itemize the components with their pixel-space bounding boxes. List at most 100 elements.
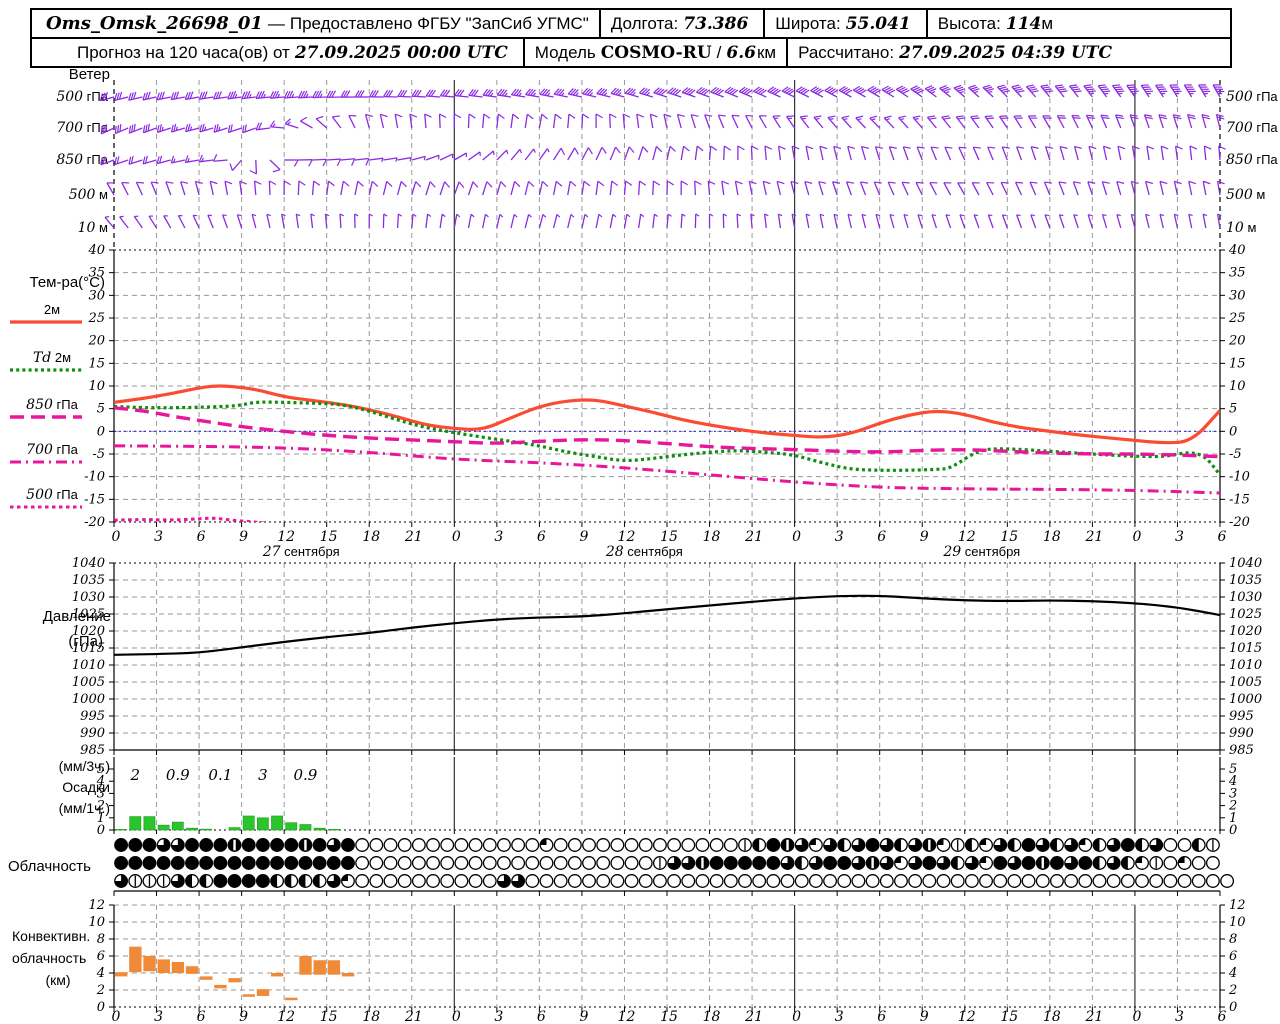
model-name: COSMO-RU: [600, 42, 712, 63]
svg-text:3: 3: [494, 529, 503, 545]
svg-text:-10: -10: [1229, 470, 1250, 485]
svg-text:18: 18: [703, 529, 721, 545]
svg-text:21: 21: [744, 529, 763, 545]
svg-text:9: 9: [920, 529, 929, 545]
svg-text:21: 21: [1084, 1009, 1103, 1024]
altitude-value: 114: [1005, 13, 1042, 34]
temperature-panel: [114, 384, 1220, 522]
svg-text:3: 3: [1175, 529, 1184, 545]
svg-text:12: 12: [958, 1009, 976, 1024]
svg-text:2: 2: [129, 766, 140, 784]
svg-text:700 гПа: 700 гПа: [1226, 120, 1278, 136]
svg-text:2м: 2м: [44, 302, 60, 317]
svg-text:35: 35: [1229, 266, 1246, 281]
svg-text:3: 3: [494, 1009, 503, 1024]
temperature-legend: 2м Td 2м 850 гПа 700 гПа 500 гПа: [10, 302, 82, 509]
model-resolution-unit: км: [756, 42, 777, 62]
svg-text:1: 1: [97, 811, 105, 826]
svg-text:5: 5: [1229, 762, 1237, 777]
svg-text:40: 40: [87, 243, 105, 258]
svg-text:15: 15: [660, 1009, 678, 1024]
svg-text:985: 985: [1229, 743, 1254, 758]
svg-text:6: 6: [877, 529, 886, 545]
svg-text:4: 4: [96, 774, 105, 789]
svg-text:1030: 1030: [72, 590, 105, 605]
svg-text:1035: 1035: [1229, 573, 1262, 588]
svg-text:6: 6: [1218, 529, 1227, 545]
header-box: Oms_Omsk_26698_01 — Предоставлено ФГБУ "…: [30, 8, 1232, 68]
svg-text:6: 6: [197, 1009, 206, 1024]
svg-text:1020: 1020: [72, 624, 105, 639]
svg-text:21: 21: [404, 1009, 423, 1024]
run-time: 27.09.2025 00:00 UTC: [294, 42, 508, 63]
svg-text:-15: -15: [84, 492, 105, 507]
precip-title: Осадки: [62, 779, 110, 795]
svg-text:-15: -15: [1229, 492, 1250, 507]
svg-text:0: 0: [452, 1009, 461, 1024]
svg-text:20: 20: [1228, 334, 1246, 349]
svg-text:25: 25: [1228, 311, 1246, 326]
svg-text:1010: 1010: [1229, 658, 1262, 673]
svg-text:18: 18: [362, 529, 380, 545]
svg-text:18: 18: [1043, 529, 1061, 545]
svg-text:1025: 1025: [72, 607, 105, 622]
svg-text:25: 25: [87, 311, 105, 326]
svg-text:0: 0: [1229, 823, 1237, 838]
convective-title-3: (км): [45, 972, 71, 988]
svg-text:40: 40: [1228, 243, 1246, 258]
svg-text:15: 15: [88, 356, 105, 371]
svg-text:28 сентября: 28 сентября: [605, 544, 683, 560]
svg-text:5: 5: [1229, 402, 1237, 417]
svg-text:12: 12: [88, 898, 105, 913]
convective-title-2: облачность: [12, 950, 87, 966]
svg-text:0: 0: [97, 823, 105, 838]
svg-text:0: 0: [112, 529, 121, 545]
svg-text:21: 21: [744, 1009, 763, 1024]
svg-text:500 гПа: 500 гПа: [26, 487, 78, 503]
latitude-value: 55.041: [845, 13, 911, 34]
svg-text:1030: 1030: [1229, 590, 1262, 605]
svg-text:850 гПа: 850 гПа: [1226, 152, 1278, 168]
svg-text:0: 0: [1229, 1000, 1237, 1015]
forecast-prefix: Прогноз на 120 часа(ов) от: [77, 42, 290, 62]
svg-text:850 гПа: 850 гПа: [26, 397, 78, 413]
temperature-panel-title: Тем-ра(°C): [29, 274, 105, 291]
convective-cloud-panel: [115, 946, 355, 1001]
convective-title-1: Конвективн.: [12, 928, 91, 944]
svg-text:700 гПа: 700 гПа: [26, 442, 78, 458]
svg-text:4: 4: [1228, 966, 1237, 981]
wind-barbs-panel: [99, 84, 1226, 229]
svg-text:500 гПа: 500 гПа: [1226, 89, 1278, 105]
svg-text:1010: 1010: [72, 658, 105, 673]
svg-text:3: 3: [835, 1009, 844, 1024]
svg-text:990: 990: [80, 726, 105, 741]
pressure-panel: [113, 594, 1221, 656]
svg-text:10: 10: [1229, 915, 1246, 930]
longitude-value: 73.386: [683, 13, 749, 34]
svg-text:-20: -20: [84, 515, 105, 530]
svg-text:0.1: 0.1: [208, 766, 232, 784]
precip-1h-label: (мм/1ч.): [58, 800, 110, 816]
wind-panel-title: Ветер: [68, 66, 110, 83]
svg-text:30: 30: [88, 288, 105, 303]
svg-text:9: 9: [239, 1009, 248, 1024]
svg-text:1005: 1005: [72, 675, 105, 690]
svg-text:-10: -10: [84, 470, 105, 485]
svg-text:985: 985: [80, 743, 105, 758]
svg-text:20: 20: [87, 334, 105, 349]
svg-text:-5: -5: [92, 447, 105, 462]
svg-text:6: 6: [1229, 949, 1237, 964]
svg-text:500 м: 500 м: [69, 187, 108, 203]
svg-text:18: 18: [703, 1009, 721, 1024]
svg-text:8: 8: [1229, 932, 1237, 947]
svg-text:1025: 1025: [1229, 607, 1262, 622]
svg-text:15: 15: [660, 529, 678, 545]
header-separator: [522, 39, 525, 66]
svg-text:-5: -5: [1229, 447, 1242, 462]
svg-text:12: 12: [618, 1009, 636, 1024]
precip-3h-label: (мм/3ч.): [58, 758, 110, 774]
latitude-label: Широта:: [775, 13, 841, 33]
svg-text:0.9: 0.9: [166, 766, 190, 784]
svg-text:10: 10: [1229, 379, 1246, 394]
svg-text:35: 35: [88, 266, 105, 281]
